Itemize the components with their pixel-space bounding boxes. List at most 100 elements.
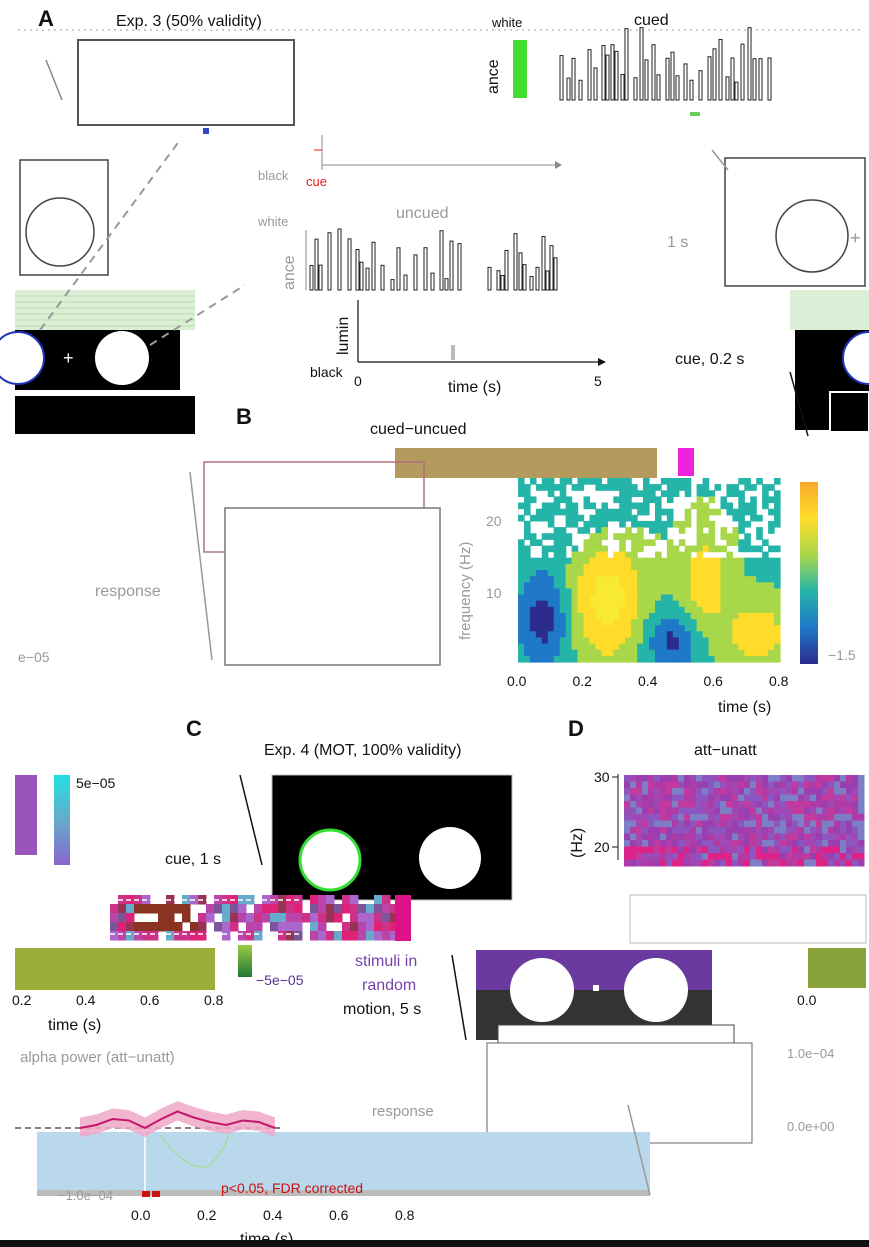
- b-heatmap-cell: [726, 551, 733, 559]
- b-heatmap-cell: [762, 637, 769, 645]
- c-heatmap-cell: [374, 913, 383, 923]
- d-heatmap-cell: [792, 781, 799, 789]
- d-heatmap-cell: [738, 827, 745, 834]
- d-heatmap-cell: [630, 807, 637, 815]
- b-heatmap-cell: [535, 557, 543, 565]
- b-heatmap-cell: [643, 637, 650, 645]
- d-heatmap-cell: [846, 859, 853, 867]
- d-heatmap-cell: [672, 833, 679, 841]
- c-colorbar-max: 5e−05: [76, 775, 116, 791]
- b-heatmap-cell: [643, 508, 650, 516]
- b-heatmap-cell: [672, 478, 680, 485]
- c-heatmap-cell: [230, 904, 239, 914]
- b-heatmap-cell: [619, 551, 626, 559]
- right-fixation: +: [850, 228, 861, 248]
- d-heatmap-cell: [678, 814, 685, 821]
- d-heatmap-cell: [786, 859, 793, 867]
- b-heatmap-cell: [589, 619, 597, 626]
- b-heatmap-cell: [756, 655, 763, 663]
- d-heatmap-cell: [786, 807, 793, 815]
- b-heatmap-cell: [690, 557, 698, 565]
- b-heatmap-cell: [529, 576, 537, 583]
- d-heatmap-cell: [828, 820, 835, 828]
- d-heatmap-cell: [840, 846, 847, 854]
- b-heatmap-cell: [553, 649, 561, 657]
- c-motion-disc-1: [510, 958, 574, 1022]
- d-heatmap-cell: [798, 859, 805, 867]
- b-heatmap-cell: [547, 502, 555, 510]
- c-xtick-label: 0.8: [204, 992, 224, 1008]
- b-heatmap-cell: [720, 600, 728, 608]
- c-heatmap-cell: [350, 904, 359, 914]
- b-heatmap-cell: [619, 478, 626, 485]
- d-heatmap-cell: [762, 794, 769, 802]
- b-heatmap-cell: [553, 576, 561, 583]
- b-heatmap-cell: [601, 606, 608, 614]
- d-heatmap-cell: [828, 794, 835, 802]
- d-heatmap-cell: [780, 853, 787, 860]
- b-heatmap-cell: [631, 612, 638, 620]
- b-heatmap-cell: [595, 570, 602, 577]
- b-heatmap-cell: [583, 619, 591, 626]
- c-heatmap-cell: [246, 913, 255, 923]
- b-heatmap-cell: [631, 563, 638, 571]
- d-heatmap-cell: [846, 807, 853, 815]
- b-heatmap-cell: [571, 631, 579, 638]
- d-heatmap-cell: [828, 840, 835, 847]
- d-heatmap-cell: [654, 794, 661, 802]
- b-heatmap-cell: [547, 508, 555, 516]
- b-heatmap-cell: [625, 496, 632, 504]
- b-heatmap-cell: [595, 588, 602, 596]
- b-heatmap-cell: [559, 619, 567, 626]
- b-heatmap-cell: [714, 570, 722, 577]
- b-heatmap-cell: [595, 600, 602, 608]
- b-heatmap-cell: [559, 600, 567, 608]
- d-heatmap-cell: [834, 794, 841, 802]
- panel-a-title: Exp. 3 (50% validity): [116, 13, 262, 30]
- c-heatmap-cell: [350, 913, 359, 923]
- b-heatmap-cell: [702, 637, 710, 645]
- b-heatmap-cell: [518, 539, 525, 546]
- b-heatmap-cell: [577, 478, 585, 485]
- b-heatmap-cell: [696, 600, 704, 608]
- d-heatmap-cell: [648, 788, 655, 795]
- b-heatmap-cell: [565, 576, 573, 583]
- b-heatmap-cell: [666, 649, 674, 657]
- d-heatmap-cell: [858, 820, 865, 828]
- d-heatmap-cell: [780, 833, 787, 841]
- b-heatmap-cell: [660, 508, 668, 516]
- b-heatmap-cell: [541, 551, 549, 559]
- d-heatmap-cell: [720, 840, 727, 847]
- b-heatmap-cell: [625, 594, 632, 602]
- b-heatmap-cell: [750, 600, 757, 608]
- b-heatmap-cell: [547, 576, 555, 583]
- b-heatmap-cell: [619, 594, 626, 602]
- b-heatmap-cell: [684, 600, 692, 608]
- white-label-uncued: white: [257, 214, 288, 229]
- b-heatmap-cell: [565, 643, 573, 651]
- d-heatmap-cell: [696, 794, 703, 802]
- b-heatmap-cell: [577, 625, 585, 632]
- b-heatmap-cell: [768, 520, 775, 528]
- b-heatmap-cell: [553, 643, 561, 651]
- c-stimuli-label-3: motion, 5 s: [343, 1001, 421, 1018]
- b-heatmap-cell: [637, 619, 644, 626]
- d-heatmap-cell: [822, 859, 829, 867]
- d-heatmap-cell: [816, 788, 823, 795]
- d-heatmap-cell: [792, 814, 799, 821]
- b-heatmap-cell: [518, 484, 525, 491]
- b-heatmap-cell: [559, 576, 567, 583]
- d-heatmap-cell: [744, 833, 751, 841]
- c-heatmap-cell: [150, 904, 159, 914]
- b-heatmap-cell: [774, 496, 781, 504]
- d-heatmap-cell: [648, 840, 655, 847]
- b-heatmap-cell: [583, 502, 591, 510]
- d-heatmap-cell: [768, 788, 775, 795]
- d-heatmap-cell: [654, 853, 661, 860]
- d-heatmap-cell: [708, 853, 715, 860]
- b-heatmap-cell: [541, 478, 549, 485]
- b-heatmap-cell: [666, 551, 674, 559]
- b-heatmap-cell: [595, 637, 602, 645]
- b-heatmap-cell: [607, 643, 614, 651]
- b-heatmap-cell: [732, 594, 739, 602]
